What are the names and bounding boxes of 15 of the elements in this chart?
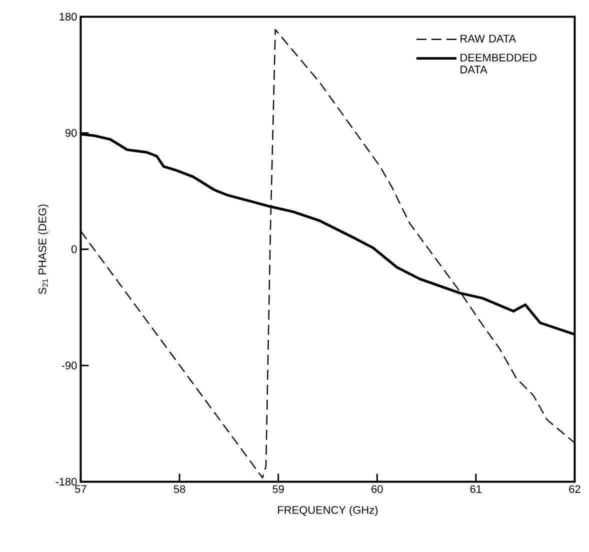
x-tick-label: 61 — [470, 485, 482, 493]
y-tick-label: 90 — [66, 129, 77, 137]
legend-label: RAW DATA — [460, 34, 516, 42]
legend-label: DEEMBEDDED DATA — [460, 54, 537, 74]
x-tick-label: 62 — [569, 485, 580, 493]
y-tick-label: -180 — [56, 478, 77, 486]
y-tick-label: -90 — [62, 362, 77, 370]
x-tick-label: 60 — [372, 485, 383, 493]
x-tick-label: 57 — [75, 485, 86, 493]
y-axis-title: S$_{21}$ PHASE (DEG) — [38, 204, 48, 294]
y-tick-label: 180 — [60, 12, 77, 21]
x-tick-label: 58 — [174, 485, 186, 493]
x-tick-label: 59 — [272, 485, 284, 493]
y-tick-label: 0 — [72, 245, 77, 254]
x-axis-title: FREQUENCY (GHz) — [278, 506, 378, 516]
